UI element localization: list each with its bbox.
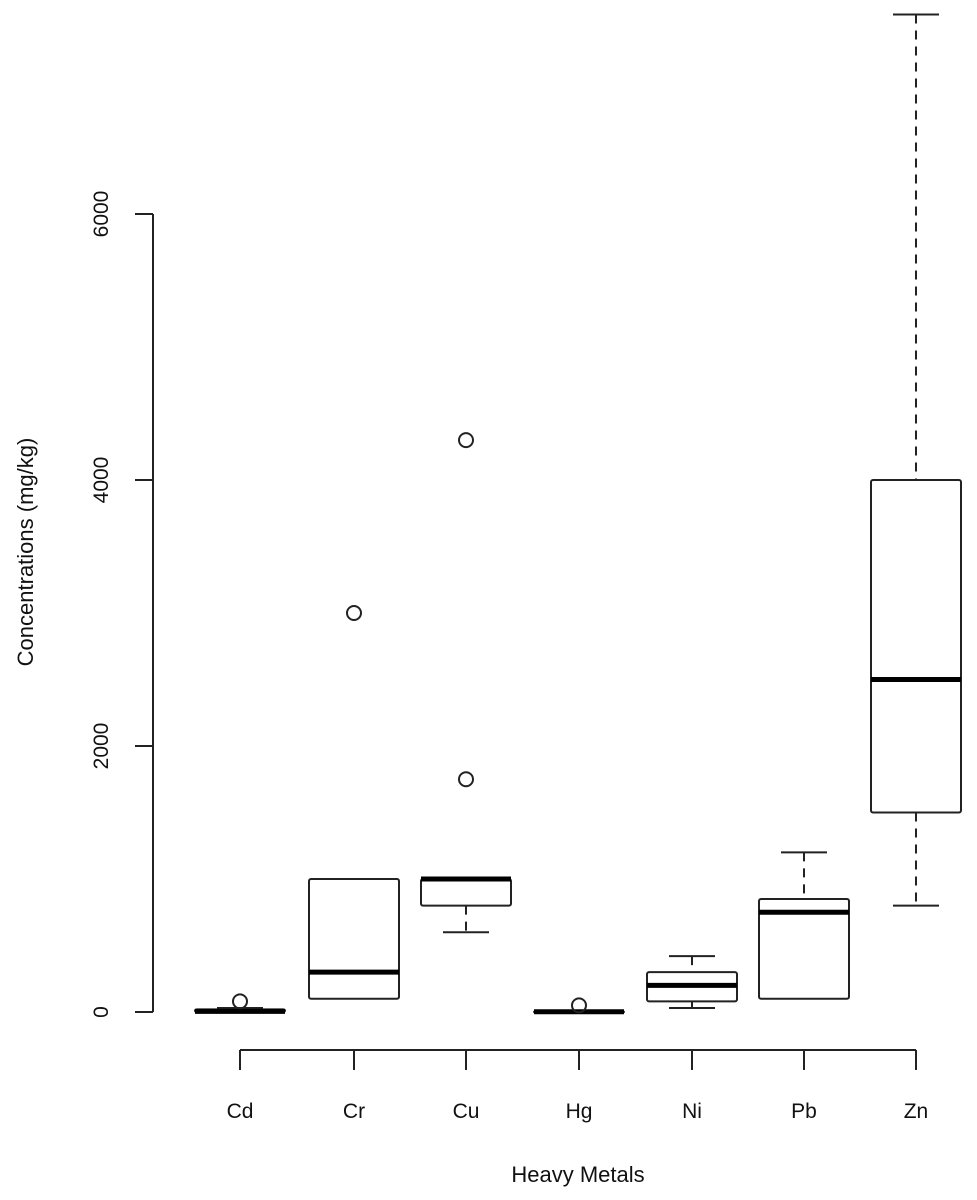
y-tick-label: 6000 <box>90 191 113 238</box>
x-axis-title: Heavy Metals <box>511 1162 644 1187</box>
box-zn <box>870 13 962 907</box>
outlier-point <box>571 997 587 1014</box>
y-tick-label: 0 <box>90 1006 113 1018</box>
box-cu <box>420 432 512 934</box>
x-axis: Cd Cr Cu Hg Ni Pb Zn <box>227 1049 929 1123</box>
y-tick-label: 4000 <box>90 457 113 504</box>
box-ni <box>646 955 738 1010</box>
box-plots <box>194 13 962 1015</box>
y-axis: 0 2000 4000 6000 <box>90 191 154 1018</box>
box-hg <box>533 997 625 1015</box>
x-tick-label: Ni <box>682 1100 702 1123</box>
box-cd <box>194 993 286 1014</box>
x-tick-label: Pb <box>791 1100 817 1123</box>
x-tick-label: Zn <box>904 1100 929 1123</box>
y-tick-label: 2000 <box>90 723 113 770</box>
outlier-point <box>232 993 248 1010</box>
box-cr <box>308 605 400 1000</box>
y-axis-title: Concentrations (mg/kg) <box>13 438 38 667</box>
x-tick-label: Cd <box>227 1100 254 1123</box>
outlier-point <box>346 605 362 621</box>
x-tick-label: Cu <box>453 1100 480 1123</box>
outlier-point <box>458 771 474 788</box>
box-pb <box>758 851 850 1000</box>
x-tick-label: Hg <box>566 1100 593 1123</box>
x-tick-label: Cr <box>343 1100 365 1123</box>
outlier-point <box>458 432 474 449</box>
